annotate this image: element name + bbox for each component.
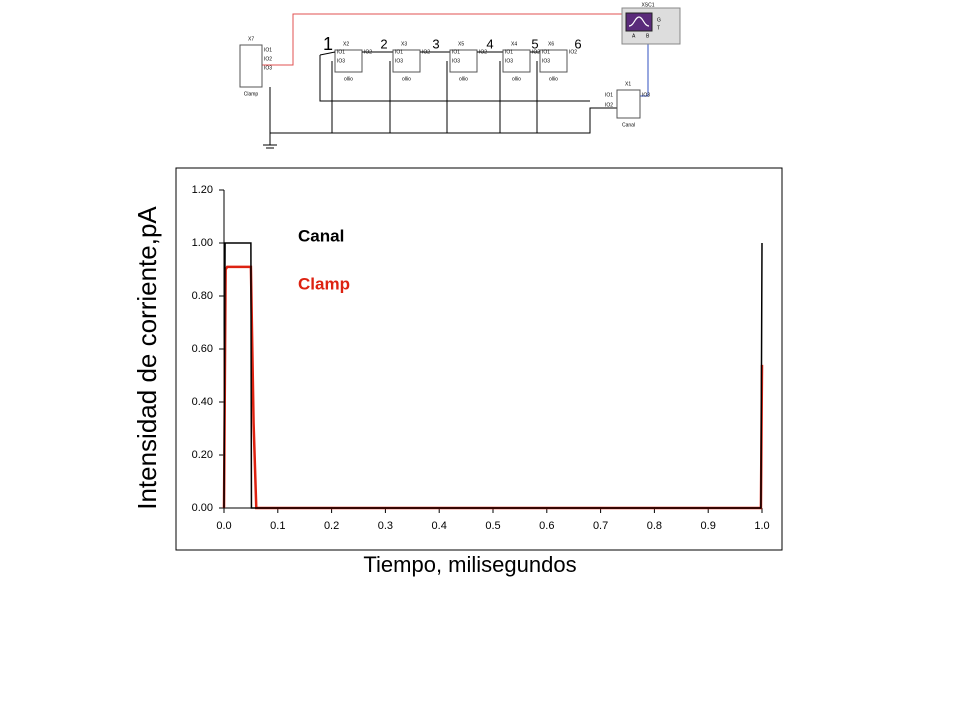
node-marker: 3: [432, 36, 439, 51]
x-tick-label: 0.5: [485, 520, 500, 532]
pin-label: IO3: [542, 58, 550, 64]
y-tick-label: 0.20: [192, 449, 213, 461]
pin-label: IO1: [605, 92, 613, 98]
x-tick-label: 0.2: [324, 520, 339, 532]
x-tick-label: 0.9: [701, 520, 716, 532]
block: [616, 89, 641, 119]
block: [239, 44, 263, 88]
block: [449, 49, 478, 73]
y-tick-label: 0.80: [192, 290, 213, 302]
y-tick-label: 1.00: [192, 237, 213, 249]
block-name: X2: [343, 41, 349, 47]
block: [392, 49, 421, 73]
node-marker: 4: [486, 36, 493, 51]
pin-label: IO2: [569, 49, 577, 55]
x-tick-label: 0.1: [270, 520, 285, 532]
x-tick-label: 0.6: [539, 520, 554, 532]
pin-label: IO1: [505, 49, 513, 55]
wire: [269, 87, 617, 134]
pin-label: IO2: [532, 49, 540, 55]
block-label: ollio: [344, 76, 353, 82]
y-tick-label: 1.20: [192, 184, 213, 196]
pin-label: IO1: [542, 49, 550, 55]
x-axis-label: Tiempo, milisegundos: [363, 552, 576, 577]
pin-label: IO1: [264, 47, 272, 53]
y-tick-label: 0.00: [192, 502, 213, 514]
block-label: ollio: [459, 76, 468, 82]
block-name: X1: [625, 81, 631, 87]
block-name: X7: [248, 36, 254, 42]
pin-label: IO2: [479, 49, 487, 55]
y-tick-label: 0.40: [192, 396, 213, 408]
block: [539, 49, 568, 73]
x-tick-label: 0.8: [647, 520, 662, 532]
pin-label: IO3: [505, 58, 513, 64]
y-tick-label: 0.60: [192, 343, 213, 355]
wire: [319, 51, 336, 56]
block: [334, 49, 363, 73]
pin-label: IO3: [264, 65, 272, 71]
block-name: X6: [548, 41, 554, 47]
pin-label: IO3: [452, 58, 460, 64]
circuit-background: [232, 0, 680, 152]
block: [502, 49, 531, 73]
block-label: ollio: [402, 76, 411, 82]
scope-terminal: T: [657, 25, 660, 31]
block-label: Clamp: [244, 91, 259, 97]
x-tick-label: 0.3: [378, 520, 393, 532]
node-marker: 6: [574, 36, 581, 51]
block-name: X3: [401, 41, 407, 47]
node-marker: 5: [531, 36, 538, 51]
series-line: [223, 242, 763, 509]
scope-terminal: B: [646, 33, 650, 39]
scope-terminal: A: [632, 33, 636, 39]
x-tick-label: 0.7: [593, 520, 608, 532]
pin-label: IO2: [605, 102, 613, 108]
legend-entry: Canal: [298, 226, 344, 245]
signal-wire: [640, 42, 649, 97]
y-axis-label: Intensidad de corriente,pA: [132, 206, 162, 510]
block-name: X4: [511, 41, 517, 47]
block-label: ollio: [549, 76, 558, 82]
x-tick-label: 0.4: [432, 520, 447, 532]
scope-screen: [625, 12, 653, 32]
pin-label: IO2: [264, 56, 272, 62]
block-name: X5: [458, 41, 464, 47]
chart-frame: [175, 167, 783, 551]
scope-wave: [628, 16, 650, 27]
node-marker: 2: [380, 36, 387, 51]
x-tick-label: 0.0: [216, 520, 231, 532]
x-tick-label: 1.0: [754, 520, 769, 532]
pin-label: IO1: [452, 49, 460, 55]
pin-label: IO1: [395, 49, 403, 55]
block-label: ollio: [512, 76, 521, 82]
legend-entry: Clamp: [298, 274, 350, 293]
pin-label: IO3: [337, 58, 345, 64]
signal-wire: [262, 13, 622, 66]
pin-label: IO3: [642, 92, 650, 98]
pin-label: IO2: [364, 49, 372, 55]
pin-label: IO1: [337, 49, 345, 55]
block-label: Canal: [622, 122, 635, 128]
node-marker: 1: [323, 34, 333, 54]
scope-name: XSC1: [641, 2, 654, 8]
scope-terminal: G: [657, 17, 661, 23]
pin-label: IO2: [422, 49, 430, 55]
pin-label: IO3: [395, 58, 403, 64]
